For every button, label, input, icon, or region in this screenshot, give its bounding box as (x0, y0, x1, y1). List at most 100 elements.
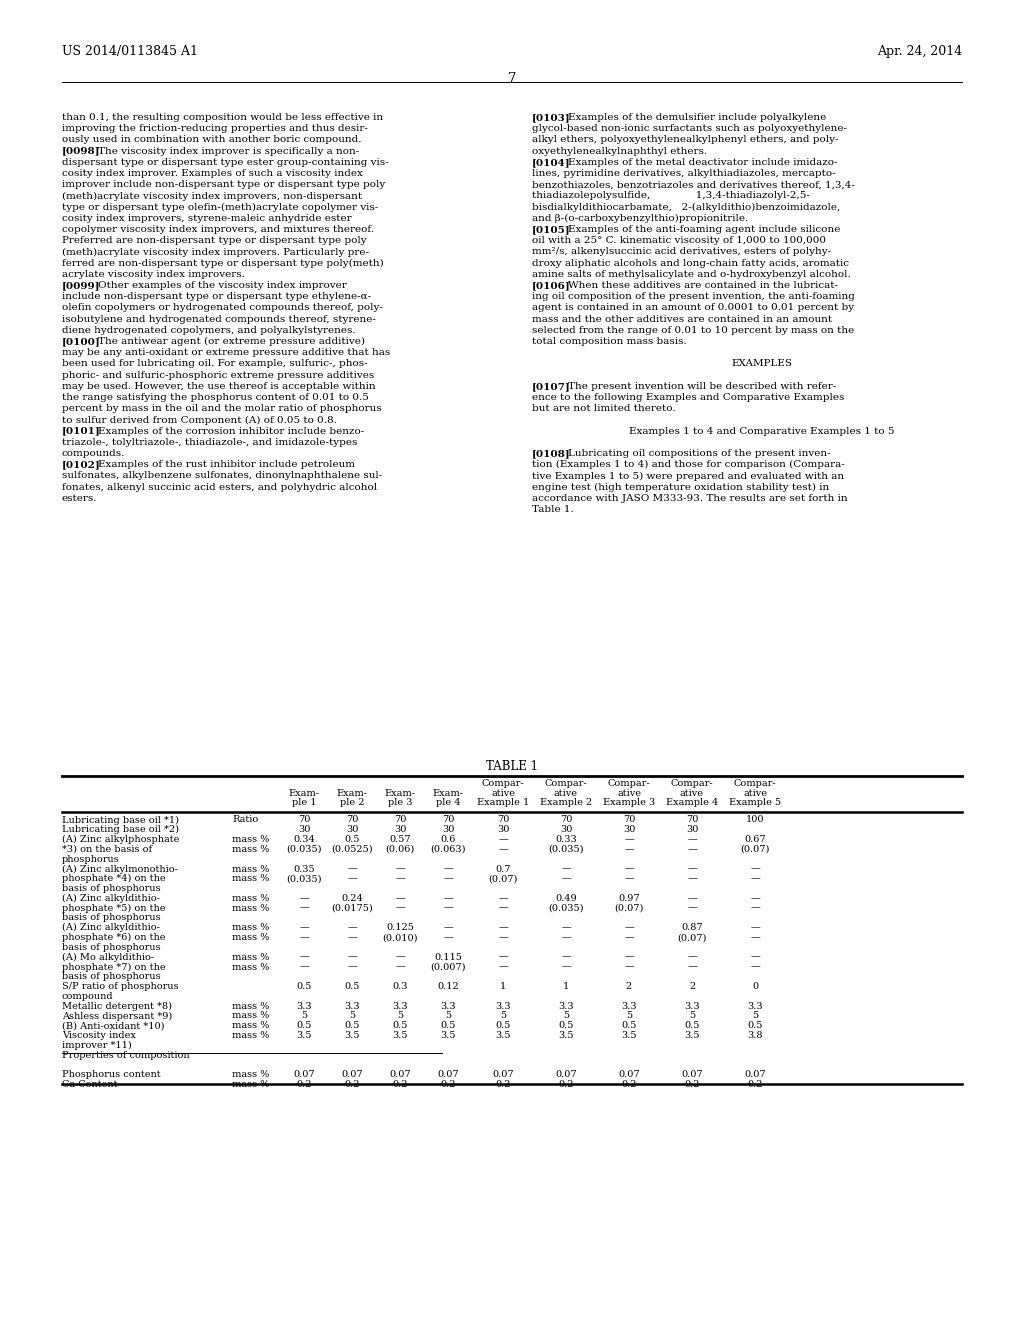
Text: Examples 1 to 4 and Comparative Examples 1 to 5: Examples 1 to 4 and Comparative Examples… (630, 426, 895, 436)
Text: mass %: mass % (232, 1011, 269, 1020)
Text: ple 3: ple 3 (388, 799, 413, 807)
Text: —: — (299, 923, 309, 932)
Text: —: — (624, 836, 634, 843)
Text: 70: 70 (497, 816, 509, 825)
Text: 3.8: 3.8 (748, 1031, 763, 1040)
Text: fonates, alkenyl succinic acid esters, and polyhydric alcohol: fonates, alkenyl succinic acid esters, a… (62, 483, 377, 491)
Text: —: — (561, 923, 570, 932)
Text: amine salts of methylsalicylate and o-hydroxybenzyl alcohol.: amine salts of methylsalicylate and o-hy… (532, 269, 851, 279)
Text: 5: 5 (500, 1011, 506, 1020)
Text: —: — (687, 836, 697, 843)
Text: ative: ative (554, 788, 578, 797)
Text: S/P ratio of phosphorus: S/P ratio of phosphorus (62, 982, 178, 991)
Text: —: — (299, 962, 309, 972)
Text: 1: 1 (500, 982, 506, 991)
Text: —: — (347, 865, 357, 874)
Text: 0.2: 0.2 (392, 1080, 408, 1089)
Text: *3) on the basis of: *3) on the basis of (62, 845, 153, 854)
Text: Example 4: Example 4 (666, 799, 718, 807)
Text: 3.5: 3.5 (296, 1031, 311, 1040)
Text: 3.3: 3.3 (496, 1002, 511, 1011)
Text: (0.07): (0.07) (614, 904, 644, 912)
Text: mass %: mass % (232, 1031, 269, 1040)
Text: [0100]: [0100] (62, 337, 100, 346)
Text: 0.5: 0.5 (622, 1022, 637, 1031)
Text: mass %: mass % (232, 836, 269, 843)
Text: Examples of the rust inhibitor include petroleum: Examples of the rust inhibitor include p… (85, 461, 355, 469)
Text: [0106]: [0106] (532, 281, 570, 290)
Text: percent by mass in the oil and the molar ratio of phosphorus: percent by mass in the oil and the molar… (62, 404, 382, 413)
Text: improver include non-dispersant type or dispersant type poly: improver include non-dispersant type or … (62, 181, 385, 189)
Text: ative: ative (743, 788, 767, 797)
Text: mass %: mass % (232, 1080, 269, 1089)
Text: —: — (687, 865, 697, 874)
Text: type or dispersant type olefin-(meth)acrylate copolymer vis-: type or dispersant type olefin-(meth)acr… (62, 202, 378, 211)
Text: —: — (395, 865, 404, 874)
Text: 0.5: 0.5 (684, 1022, 699, 1031)
Text: (A) Zinc alkylphosphate: (A) Zinc alkylphosphate (62, 836, 179, 845)
Text: Ca Content: Ca Content (62, 1080, 118, 1089)
Text: 0.2: 0.2 (344, 1080, 359, 1089)
Text: mass %: mass % (232, 904, 269, 912)
Text: 0.57: 0.57 (389, 836, 411, 843)
Text: 0.67: 0.67 (744, 836, 766, 843)
Text: ative: ative (490, 788, 515, 797)
Text: (0.07): (0.07) (677, 933, 707, 942)
Text: Example 1: Example 1 (477, 799, 529, 807)
Text: 0.35: 0.35 (293, 865, 314, 874)
Text: [0107]: [0107] (532, 381, 570, 391)
Text: —: — (751, 933, 760, 942)
Text: (meth)acrylate viscosity index improvers. Particularly pre-: (meth)acrylate viscosity index improvers… (62, 247, 369, 256)
Text: basis of phosphorus: basis of phosphorus (62, 884, 161, 894)
Text: ple 2: ple 2 (340, 799, 365, 807)
Text: 30: 30 (560, 825, 572, 834)
Text: diene hydrogenated copolymers, and polyalkylstyrenes.: diene hydrogenated copolymers, and polya… (62, 326, 355, 335)
Text: (0.07): (0.07) (740, 845, 770, 854)
Text: —: — (751, 962, 760, 972)
Text: 1: 1 (563, 982, 569, 991)
Text: 30: 30 (298, 825, 310, 834)
Text: mass %: mass % (232, 845, 269, 854)
Text: mass %: mass % (232, 953, 269, 962)
Text: Compar-: Compar- (481, 779, 524, 788)
Text: —: — (395, 874, 404, 883)
Text: to sulfur derived from Component (A) of 0.05 to 0.8.: to sulfur derived from Component (A) of … (62, 416, 337, 425)
Text: sulfonates, alkylbenzene sulfonates, dinonylnaphthalene sul-: sulfonates, alkylbenzene sulfonates, din… (62, 471, 382, 480)
Text: —: — (687, 953, 697, 962)
Text: 0.07: 0.07 (293, 1071, 314, 1080)
Text: 0.07: 0.07 (341, 1071, 362, 1080)
Text: glycol-based non-ionic surfactants such as polyoxyethylene-: glycol-based non-ionic surfactants such … (532, 124, 847, 133)
Text: —: — (624, 865, 634, 874)
Text: 3.3: 3.3 (558, 1002, 573, 1011)
Text: may be any anti-oxidant or extreme pressure additive that has: may be any anti-oxidant or extreme press… (62, 348, 390, 358)
Text: phosphate *4) on the: phosphate *4) on the (62, 874, 166, 883)
Text: —: — (299, 904, 309, 912)
Text: 3.3: 3.3 (684, 1002, 699, 1011)
Text: selected from the range of 0.01 to 10 percent by mass on the: selected from the range of 0.01 to 10 pe… (532, 326, 854, 335)
Text: 5: 5 (563, 1011, 569, 1020)
Text: isobutylene and hydrogenated compounds thereof, styrene-: isobutylene and hydrogenated compounds t… (62, 314, 376, 323)
Text: 5: 5 (689, 1011, 695, 1020)
Text: 3.5: 3.5 (558, 1031, 573, 1040)
Text: —: — (687, 845, 697, 854)
Text: agent is contained in an amount of 0.0001 to 0.01 percent by: agent is contained in an amount of 0.000… (532, 304, 854, 313)
Text: [0104]: [0104] (532, 158, 570, 166)
Text: —: — (498, 933, 508, 942)
Text: but are not limited thereto.: but are not limited thereto. (532, 404, 676, 413)
Text: —: — (624, 962, 634, 972)
Text: 0.2: 0.2 (622, 1080, 637, 1089)
Text: —: — (561, 962, 570, 972)
Text: 30: 30 (394, 825, 407, 834)
Text: Lubricating oil compositions of the present inven-: Lubricating oil compositions of the pres… (555, 449, 831, 458)
Text: [0102]: [0102] (62, 461, 100, 469)
Text: ence to the following Examples and Comparative Examples: ence to the following Examples and Compa… (532, 393, 845, 403)
Text: 70: 70 (560, 816, 572, 825)
Text: ative: ative (617, 788, 641, 797)
Text: mass %: mass % (232, 874, 269, 883)
Text: Apr. 24, 2014: Apr. 24, 2014 (877, 45, 962, 58)
Text: (A) Zinc alkyldithio-: (A) Zinc alkyldithio- (62, 923, 160, 932)
Text: (meth)acrylate viscosity index improvers, non-dispersant: (meth)acrylate viscosity index improvers… (62, 191, 362, 201)
Text: —: — (498, 953, 508, 962)
Text: Examples of the anti-foaming agent include silicone: Examples of the anti-foaming agent inclu… (555, 224, 841, 234)
Text: and β-(o-carboxybenzylthio)propionitrile.: and β-(o-carboxybenzylthio)propionitrile… (532, 214, 749, 223)
